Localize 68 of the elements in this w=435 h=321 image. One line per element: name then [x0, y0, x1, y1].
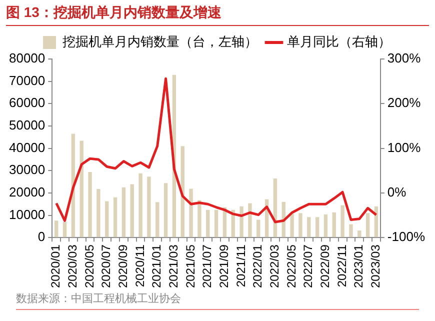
- bar: [96, 188, 100, 238]
- y-tick-label: 50000: [8, 118, 46, 133]
- x-tick-label: 2021/07: [200, 244, 214, 288]
- bar: [164, 183, 168, 238]
- bar: [105, 201, 109, 238]
- x-tick-label: 2021/11: [234, 244, 248, 288]
- x-tick-label: 2020/09: [116, 244, 130, 288]
- x-tick-label: 2022/03: [268, 244, 282, 288]
- bar: [156, 202, 160, 238]
- bar: [189, 188, 193, 238]
- x-tick-label: 2020/11: [132, 244, 147, 288]
- x-tick-label: 2022/09: [318, 244, 332, 288]
- bar: [113, 197, 118, 238]
- bar: [54, 220, 58, 238]
- x-tick-label: 2021/09: [217, 244, 232, 288]
- bar: [62, 222, 67, 238]
- x-tick-label: 2021/01: [150, 244, 164, 288]
- x-tick-label: 2022/07: [301, 244, 316, 288]
- y2-tick-label: -100%: [387, 229, 426, 244]
- x-tick-label: 2022/05: [284, 244, 298, 288]
- x-tick-label: 2020/07: [99, 244, 114, 288]
- bar: [366, 213, 370, 238]
- chart-title: 图 13：挖掘机单月内销数量及增速: [6, 4, 429, 26]
- x-tick-label: 2021/05: [183, 244, 198, 288]
- x-tick-label: 2020/03: [66, 244, 80, 288]
- bar: [332, 212, 336, 238]
- y-tick-label: 20000: [8, 184, 46, 200]
- bar: [340, 205, 344, 238]
- y-tick-label: 60000: [8, 95, 46, 110]
- y-tick-label: 0: [38, 229, 46, 244]
- source-note: 数据来源：中国工程机械工业协会: [16, 291, 419, 310]
- bar: [130, 184, 134, 238]
- legend-label: 单月同比（右轴）: [287, 34, 391, 50]
- y2-tick-label: 300%: [387, 50, 422, 66]
- bar: [315, 217, 320, 238]
- bar: [240, 206, 244, 238]
- bar: [198, 200, 202, 238]
- y-tick-label: 70000: [8, 72, 46, 88]
- x-tick-label: 2022/01: [250, 244, 265, 288]
- bar: [122, 187, 126, 238]
- bar: [256, 220, 260, 238]
- bar: [324, 214, 328, 238]
- legend-label: 挖掘机单月内销数量（台，左轴）: [62, 34, 258, 50]
- bar: [290, 214, 294, 238]
- bar: [358, 230, 362, 238]
- bar: [298, 213, 302, 238]
- y2-tick-label: 200%: [387, 95, 422, 110]
- bar: [307, 217, 311, 238]
- x-tick-label: 2020/01: [48, 244, 63, 288]
- y-tick-label: 10000: [8, 206, 46, 222]
- y2-tick-label: 100%: [387, 140, 422, 155]
- y-tick-label: 40000: [8, 140, 46, 155]
- bar: [248, 203, 252, 238]
- x-tick-label: 2021/03: [166, 244, 181, 288]
- bar: [206, 210, 210, 238]
- x-tick-label: 2023/01: [352, 244, 366, 288]
- bar: [147, 176, 151, 238]
- bar: [138, 173, 142, 238]
- x-tick-label: 2023/03: [368, 244, 383, 288]
- x-tick-label: 2020/05: [82, 244, 96, 288]
- bar: [80, 140, 84, 238]
- bar: [349, 224, 353, 238]
- y-tick-label: 80000: [8, 50, 46, 66]
- bar: [214, 210, 218, 238]
- bar: [88, 172, 92, 238]
- x-tick-label: 2022/11: [334, 244, 349, 288]
- y2-tick-label: 0%: [387, 184, 407, 200]
- y-tick-label: 30000: [8, 162, 46, 178]
